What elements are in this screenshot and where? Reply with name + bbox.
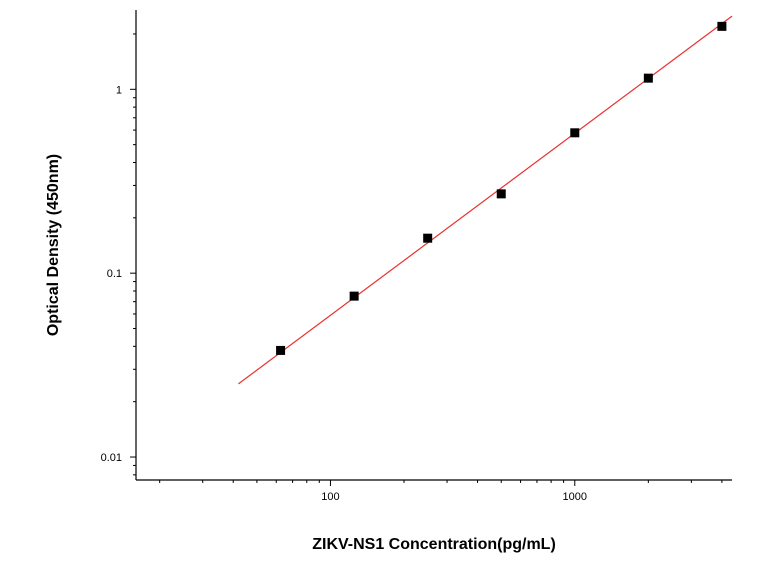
data-point xyxy=(423,233,433,243)
y-tick-label: 1 xyxy=(116,84,122,96)
x-tick-label: 100 xyxy=(321,491,339,503)
x-axis-title: ZIKV-NS1 Concentration(pg/mL) xyxy=(312,536,556,553)
x-tick-label: 1000 xyxy=(563,491,587,503)
data-point xyxy=(496,189,506,199)
data-point xyxy=(349,291,359,301)
data-point xyxy=(570,128,580,138)
data-point xyxy=(276,345,286,355)
fit-line xyxy=(238,15,733,385)
y-tick-label: 0.01 xyxy=(101,452,122,464)
plot-area xyxy=(130,10,733,486)
y-tick-label: 0.1 xyxy=(107,268,122,280)
y-tick-labels: 0.01 0.1 1 xyxy=(101,84,122,464)
y-axis-title: Optical Density (450nm) xyxy=(45,154,62,336)
x-tick-labels: 100 1000 xyxy=(321,491,587,503)
data-point xyxy=(643,73,653,83)
data-point xyxy=(717,21,727,31)
